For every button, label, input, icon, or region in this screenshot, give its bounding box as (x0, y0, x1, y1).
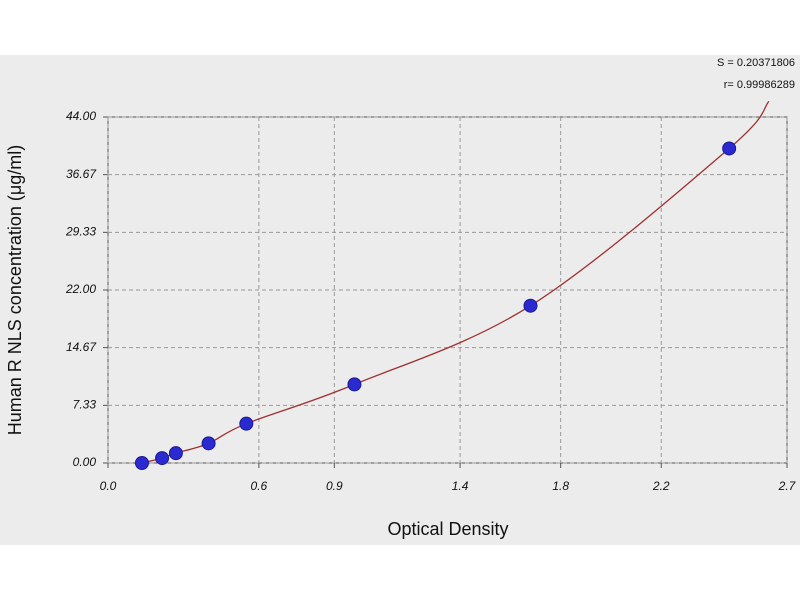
point (239, 416, 254, 431)
x-tick-label: 0.9 (326, 479, 343, 493)
x-axis-label: Optical Density (387, 519, 508, 539)
y-tick-label: 0.00 (73, 455, 97, 469)
x-tick-label: 0.0 (100, 479, 117, 493)
x-tick-label: 1.8 (552, 479, 569, 493)
x-tick-label: 2.7 (778, 479, 797, 493)
y-tick-label: 36.67 (66, 167, 97, 181)
y-tick-label: 14.67 (66, 340, 97, 354)
y-tick-label: 29.33 (65, 225, 96, 239)
point (155, 451, 170, 466)
point (523, 298, 538, 313)
point (347, 377, 362, 392)
panel-background (0, 55, 800, 545)
x-tick-label: 2.2 (652, 479, 670, 493)
point (722, 141, 737, 156)
x-tick-label: 0.6 (251, 479, 268, 493)
x-tick-label: 1.4 (452, 479, 469, 493)
y-tick-label: 22.00 (65, 282, 96, 296)
point (201, 436, 216, 451)
point (168, 446, 183, 461)
y-tick-label: 7.33 (73, 398, 97, 412)
y-axis-label: Human R NLS concentration (μg/ml) (5, 145, 25, 435)
y-tick-label: 44.00 (66, 109, 96, 123)
annotation: S = 0.20371806 (717, 57, 795, 69)
annotation: r= 0.99986289 (724, 79, 795, 91)
point (134, 456, 149, 470)
